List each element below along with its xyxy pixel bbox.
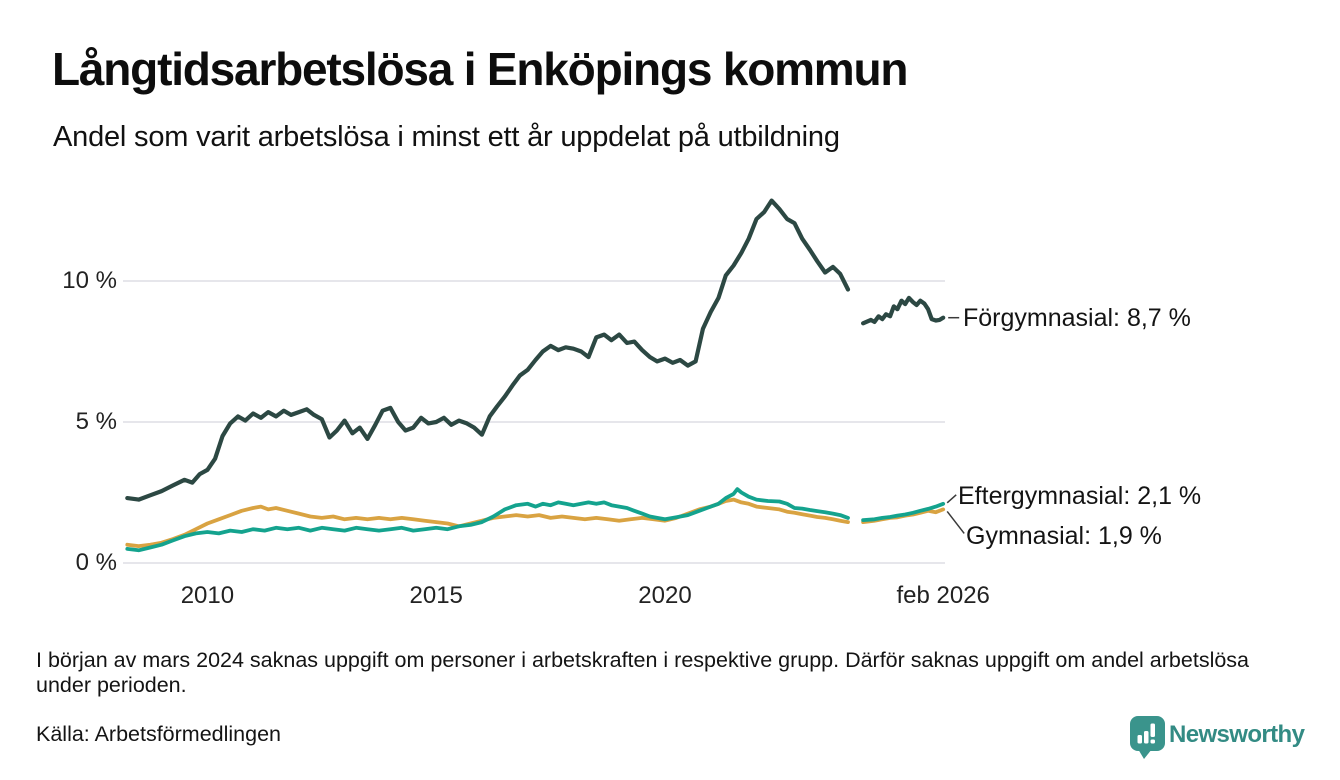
y-axis-tick-label: 5 % [75,408,117,435]
x-axis-tick-label: 2010 [180,582,235,609]
footnote: I början av mars 2024 saknas uppgift om … [36,648,1250,697]
y-axis-tick-label: 0 % [75,549,117,576]
series-label-eftergymnasial: Eftergymnasial: 2,1 % [958,481,1202,510]
x-axis-tick-label: feb 2026 [896,582,990,609]
series-line-eftergymnasial [125,487,850,553]
label-connector-gymnasial [946,510,965,534]
y-axis-tick-label: 10 % [62,267,117,294]
newsworthy-logo-icon [1130,716,1165,759]
series-line-förgymnasial [125,198,851,502]
x-axis-tick-label: 2015 [409,582,463,609]
newsworthy-logo-text: Newsworthy [1169,721,1305,748]
label-connector-eftergymnasial [946,494,957,504]
series-line-eftergymnasial [861,501,946,522]
chart-title: Långtidsarbetslösa i Enköpings kommun [52,43,908,95]
series-label-forgymnasial: Förgymnasial: 8,7 % [963,303,1191,332]
chart-subtitle: Andel som varit arbetslösa i minst ett å… [53,121,840,153]
series-line-förgymnasial [860,295,946,326]
series-line-gymnasial [125,497,850,548]
x-axis-tick-label: 2020 [638,582,692,609]
series-label-gymnasial: Gymnasial: 1,9 % [966,522,1162,551]
source-text: Källa: Arbetsförmedlingen [36,722,282,746]
